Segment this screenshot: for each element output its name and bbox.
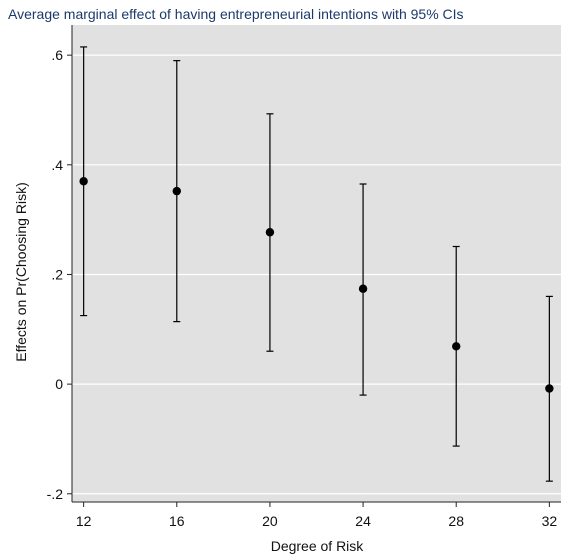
y-axis-label: Effects on Pr(Choosing Risk) xyxy=(13,182,29,361)
x-tick-label: 12 xyxy=(76,513,92,529)
data-marks xyxy=(79,46,554,482)
x-tick-label: 32 xyxy=(542,513,558,529)
x-tick-label: 20 xyxy=(262,513,278,529)
y-tick-label: .4 xyxy=(51,157,63,173)
y-tick-label: 0 xyxy=(55,376,63,392)
gridlines xyxy=(72,54,561,495)
estimate-point xyxy=(79,177,88,186)
estimate-point xyxy=(172,186,181,196)
estimate-point xyxy=(265,228,275,237)
y-tick-label: .2 xyxy=(51,266,63,282)
plot-area xyxy=(72,25,561,502)
estimate-point xyxy=(358,284,368,293)
axes: -.2 0 .2 .4 .6 12 16 20 24 28 32 xyxy=(47,25,561,529)
x-axis-label: Degree of Risk xyxy=(271,538,365,554)
y-tick-label: .6 xyxy=(51,47,63,63)
x-tick-label: 28 xyxy=(448,513,464,529)
estimate-point xyxy=(452,342,461,351)
x-tick-label: 24 xyxy=(355,513,371,529)
chart-title: Average marginal effect of having entrep… xyxy=(8,6,464,22)
x-tick-label: 16 xyxy=(169,513,185,529)
y-tick-label: -.2 xyxy=(47,486,64,502)
estimate-point xyxy=(545,384,554,393)
